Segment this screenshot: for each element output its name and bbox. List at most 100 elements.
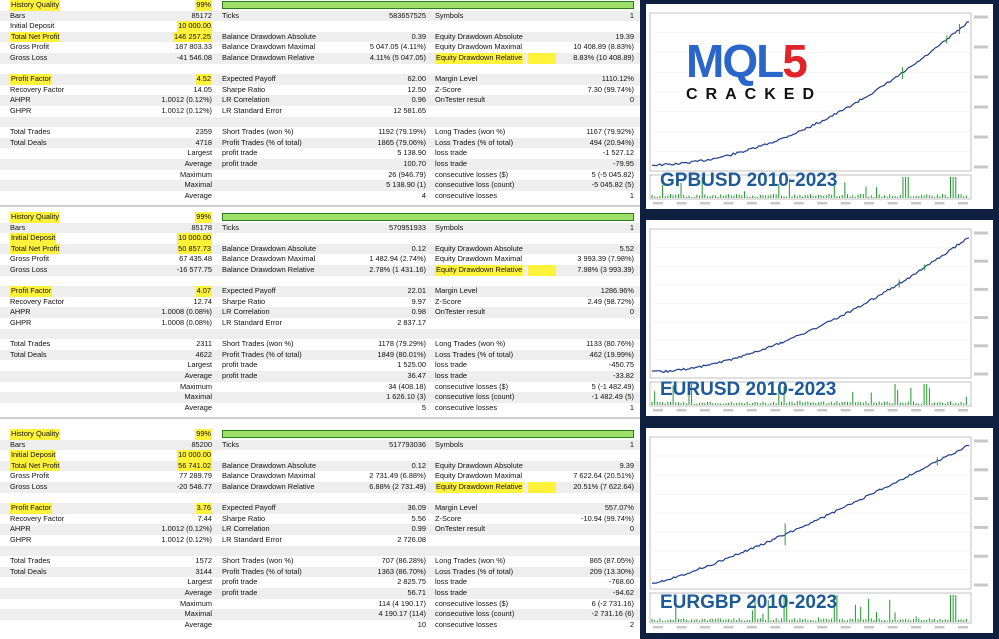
report-cell-l1: Total Net Profit [10, 243, 61, 255]
report-cell-l3: Equity Drawdown Relative [435, 53, 524, 64]
report-cell-v3: 3 993.39 (7.98%) [577, 254, 634, 264]
axis-tick-label [974, 497, 988, 501]
report-cell-v2: 4 [421, 190, 426, 200]
axis-date-label [770, 202, 781, 205]
report-cell-l3: consecutive losses [435, 402, 498, 412]
report-row: Total Deals 4622 Profit Trades (% of total… [0, 349, 640, 361]
report-row: Gross Loss -41 546.08 Balance Drawdown Rel… [0, 53, 640, 64]
report-cell-v3: -450.75 [608, 360, 634, 370]
report-cell-l1: AHPR [10, 524, 31, 534]
report-cell-l3: Equity Drawdown Relative [435, 482, 524, 493]
report-row: Initial Deposit 10 000.00 [0, 450, 640, 461]
report-cell-l2: Balance Drawdown Maximal [222, 254, 316, 264]
report-cell-l1: Recovery Factor [10, 296, 65, 306]
report-row: Bars 85200 Ticks 517793036 Symbols 1 [0, 439, 640, 451]
report-cell-l1: Total Trades [10, 127, 51, 137]
report-row: Total Trades 2359 Short Trades (won %) 1192… [0, 127, 640, 138]
report-cell-l3: Long Trades (won %) [435, 127, 506, 137]
report-row: AHPR 1.0012 (0.12%) LR Correlation 0.96 OnTe… [0, 95, 640, 106]
report-row: AHPR 1.0012 (0.12%) LR Correlation 0.99 OnTe… [0, 524, 640, 535]
report-row: Total Net Profit 56 741.02 Balance Drawdow… [0, 460, 640, 472]
report-cell-v1: 4622 [195, 349, 212, 359]
axis-tick-label [974, 105, 988, 109]
report-cell-v3: -1 482.49 (5) [591, 392, 634, 402]
axis-date-label [723, 202, 734, 205]
report-cell-v1: 7.44 [197, 513, 212, 523]
axis-date-label [817, 626, 828, 629]
report-cell-l1: Total Deals [10, 137, 47, 147]
report-row: Maximal 4 190.17 (114) consecutive loss (c… [0, 609, 640, 620]
report-cell-v3: 865 (87.05%) [589, 556, 634, 566]
report-cell-v1: 1.0008 (0.08%) [161, 318, 212, 327]
axis-date-label [911, 202, 922, 205]
report-row: GHPR 1.0012 (0.12%) LR Standard Error 2 726… [0, 535, 640, 546]
report-cell-l3: consecutive loss (count) [435, 180, 515, 190]
report-cell-v3: 7.98% (3 993.39) [577, 265, 634, 274]
report-cell-l2: Balance Drawdown Absolute [222, 460, 317, 470]
equity-chart-eurusd [649, 228, 988, 412]
report-cell-v1: 3144 [195, 566, 212, 576]
report-cell-v1: Largest [187, 148, 212, 158]
report-cell-v3: 2.49 (98.72%) [587, 296, 634, 306]
chart-panel-eurgbp: EURGBP 2010-2023 [646, 428, 993, 633]
report-cell-l1: History Quality [10, 0, 61, 11]
report-cell-l2: profit trade [222, 159, 258, 168]
equity-curve [651, 21, 969, 167]
report-separator [0, 205, 640, 208]
report-row: Profit Factor 4.52 Expected Payoff 62.00 Mar… [0, 74, 640, 85]
report-cell-v3: 1 [629, 190, 634, 200]
backtest-reports: History Quality 99% Symbols 1 Bars 85172 Ticks… [0, 0, 640, 629]
axis-date-label [864, 626, 875, 629]
highlight-marker [528, 53, 556, 64]
report-row: Total Net Profit 146 257.25 Balance Drawdo… [0, 31, 640, 43]
report-cell-v1: Maximal [184, 609, 212, 619]
axis-date-label [840, 409, 851, 412]
report-cell-v3: 1 [629, 439, 634, 449]
report-cell-l1: Total Trades [10, 556, 51, 566]
report-cell-v3: -33.82 [613, 371, 634, 380]
report-cell-l2: Balance Drawdown Maximal [222, 471, 316, 481]
panel-label-gbpusd: GPBUSD 2010-2023 [660, 170, 838, 191]
report-cell-v3: 1110.12% [601, 74, 634, 84]
report-cell-l2: Short Trades (won %) [222, 127, 294, 137]
axis-date-label [653, 409, 663, 412]
report-cell-v1: 67 435.48 [179, 254, 212, 264]
report-cell-l1: Total Net Profit [10, 460, 61, 472]
axis-tick-label [974, 316, 988, 320]
report-cell-v3: 2 [629, 619, 634, 629]
report-row: GHPR 1.0008 (0.08%) LR Standard Error 2 837… [0, 318, 640, 329]
axis-tick-label [974, 259, 988, 263]
report-cell-l3: Loss Trades (% of total) [435, 566, 514, 576]
report-row: Gross Loss -16 577.75 Balance Drawdown Rel… [0, 265, 640, 276]
report-cell-v3: 209 (13.30%) [589, 566, 634, 576]
axis-date-label [699, 202, 710, 205]
report-cell-l1: Total Net Profit [10, 31, 61, 43]
axis-date-label [653, 202, 663, 205]
report-cell-v3: 8.83% (10 408.89) [573, 53, 634, 62]
report-cell-l3: Margin Level [435, 286, 478, 296]
axis-date-label [770, 626, 781, 629]
report-cell-l2: Sharpe Ratio [222, 84, 266, 94]
report-row [0, 545, 640, 557]
report-cell-l2: profit trade [222, 148, 258, 158]
report-row [0, 116, 640, 128]
report-row: Gross Profit 77 289.79 Balance Drawdown Ma… [0, 471, 640, 482]
axis-date-label [653, 626, 663, 629]
report-cell-v2: 5 138.90 (1) [386, 180, 426, 190]
report-cell-v1: -16 577.75 [176, 265, 212, 274]
report-cell-l3: Symbols [435, 222, 464, 232]
report-cell-v1: 1.0012 (0.12%) [161, 106, 212, 115]
report-cell-l1: GHPR [10, 318, 32, 327]
report-cell-l3: Equity Drawdown Absolute [435, 460, 523, 470]
report-row: Maximal 5 138.90 (1) consecutive loss (cou… [0, 180, 640, 191]
axis-tick-label [974, 75, 988, 79]
report-cell-l2: LR Standard Error [222, 535, 282, 544]
axis-date-label [864, 202, 875, 205]
report-cell-l1: Gross Profit [10, 471, 50, 481]
report-cell-v1: 10 000.00 [177, 21, 212, 32]
report-cell-l2: Balance Drawdown Relative [222, 482, 315, 491]
report-cell-v2: 1178 (79.29%) [378, 339, 426, 349]
report-cell-l1: Recovery Factor [10, 513, 65, 523]
axis-tick-label [974, 468, 988, 472]
report-cell-l1: Gross Loss [10, 482, 48, 491]
